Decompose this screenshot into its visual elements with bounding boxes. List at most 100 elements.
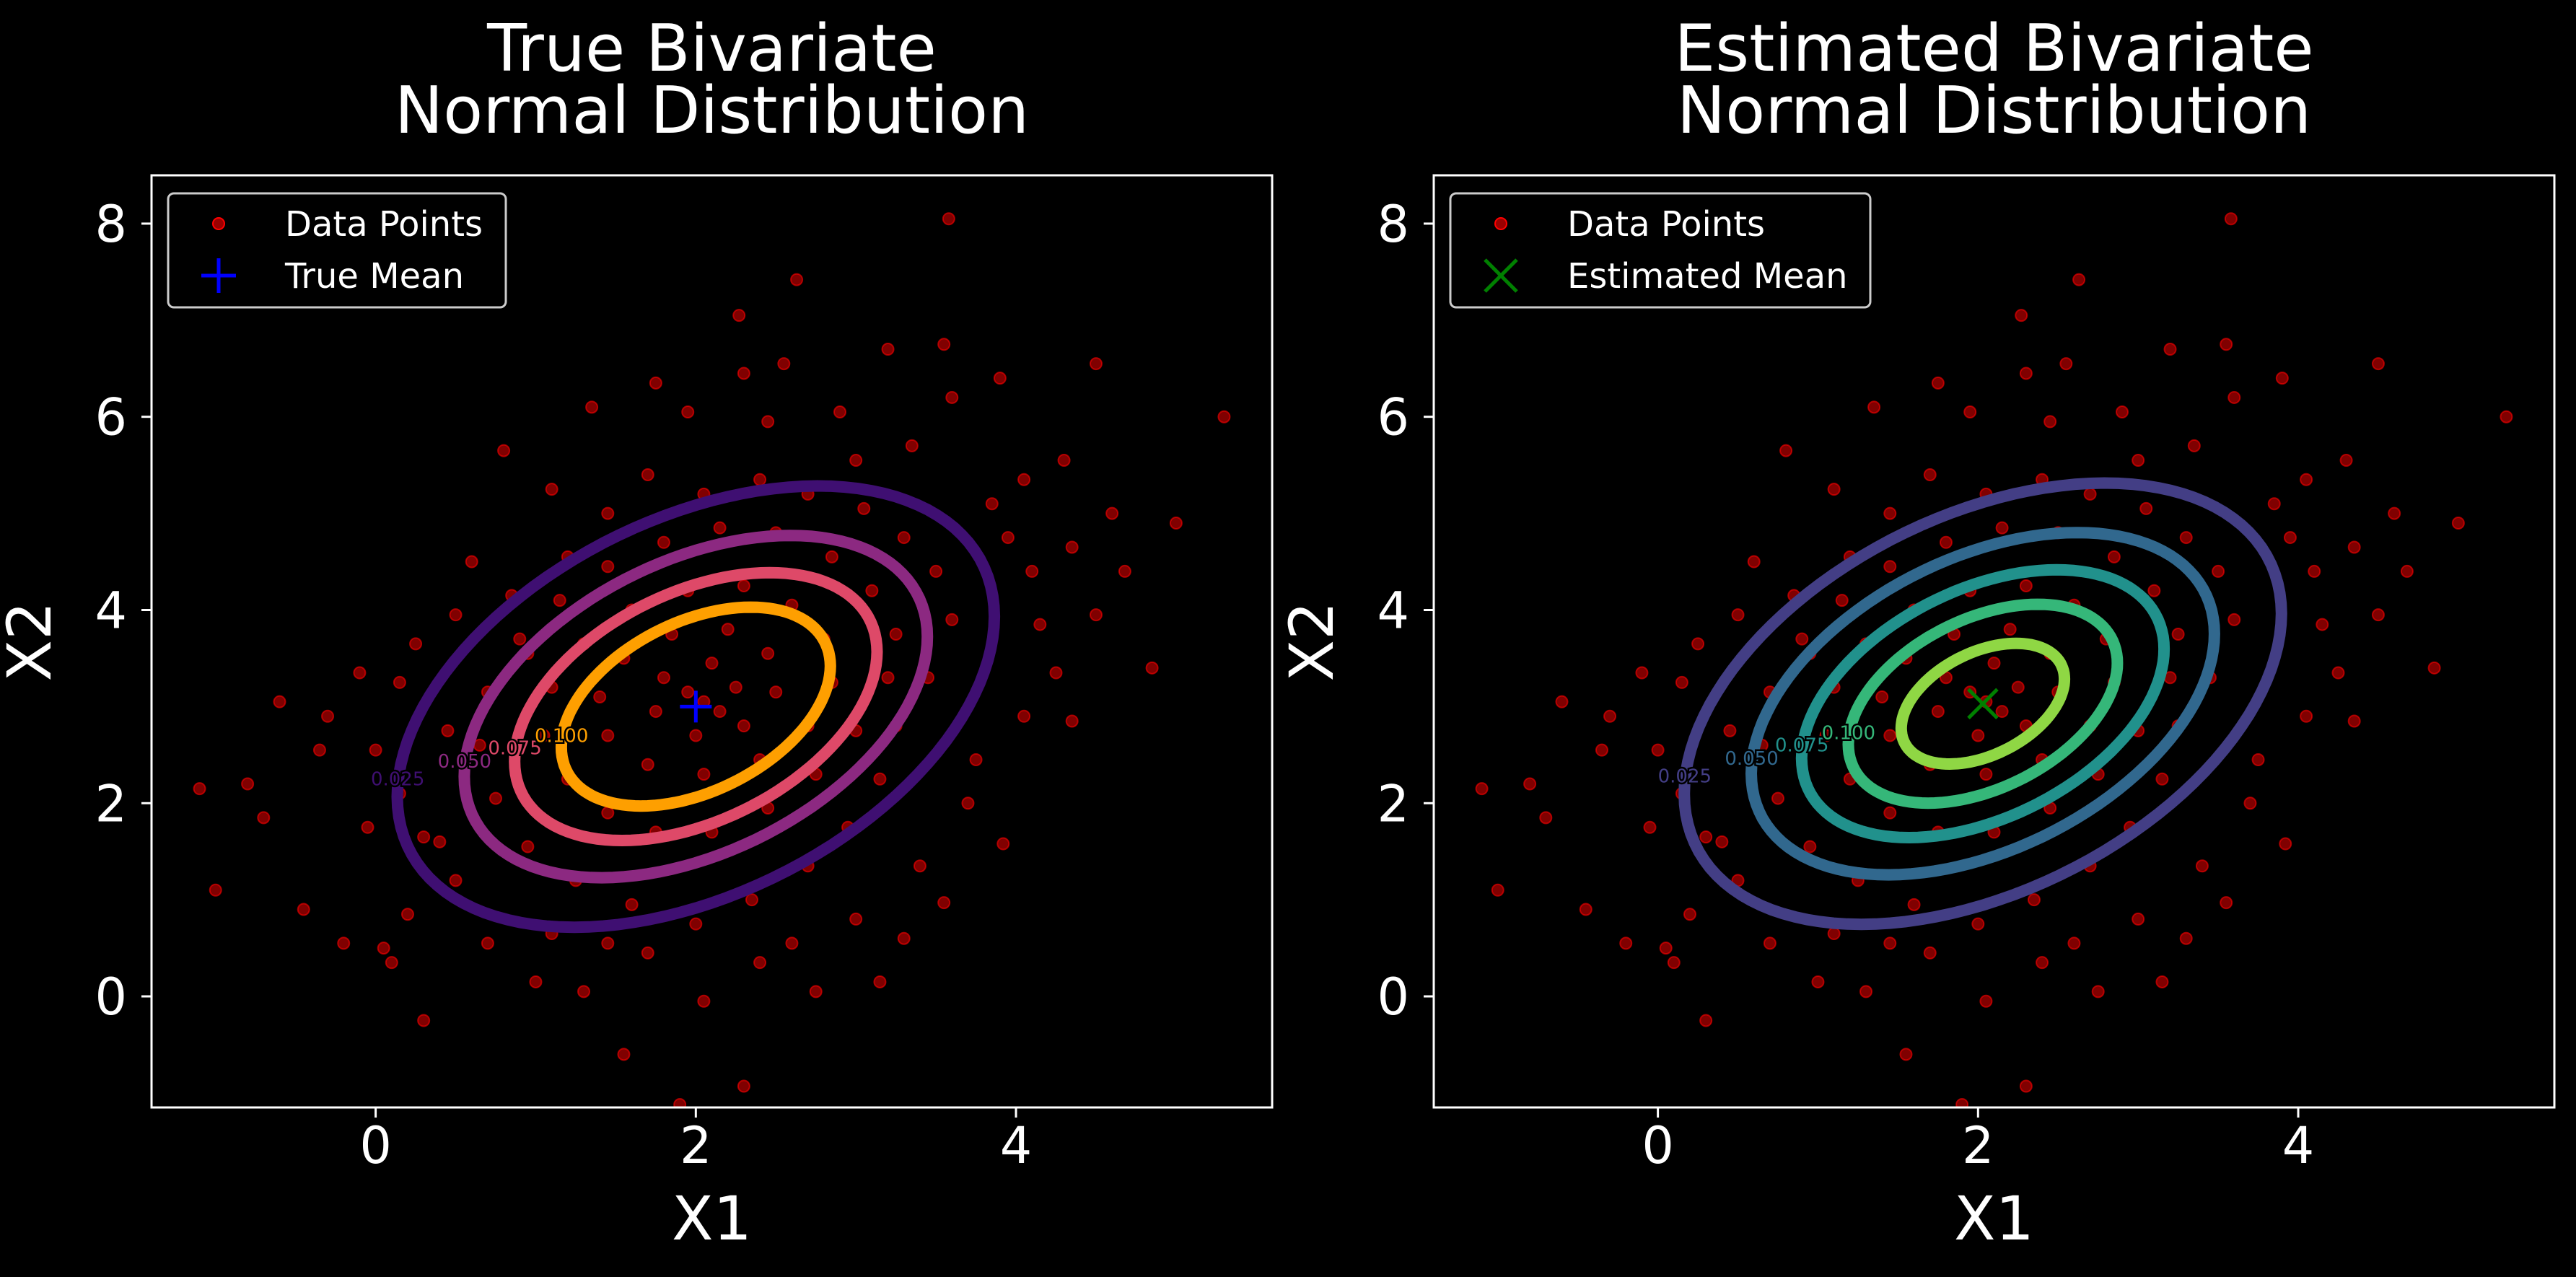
data-point bbox=[873, 975, 887, 988]
data-point bbox=[833, 405, 846, 419]
data-point bbox=[1579, 903, 1593, 916]
data-point bbox=[849, 912, 863, 926]
legend: Data Points True Mean bbox=[167, 192, 507, 309]
contour-label: 0.075 bbox=[488, 738, 541, 760]
data-point bbox=[377, 942, 390, 955]
data-point bbox=[312, 743, 326, 757]
data-point bbox=[577, 985, 591, 999]
data-point bbox=[2300, 709, 2313, 723]
legend-label: True Mean bbox=[284, 256, 464, 297]
data-point bbox=[625, 898, 639, 911]
y-tick-label: 8 bbox=[95, 195, 127, 254]
data-point bbox=[1217, 410, 1231, 424]
contour-line bbox=[1895, 637, 2071, 771]
data-point bbox=[2283, 531, 2297, 545]
data-point bbox=[369, 743, 382, 757]
data-point bbox=[1057, 453, 1071, 467]
data-point bbox=[1667, 956, 1681, 970]
y-tick-label: 6 bbox=[95, 388, 127, 447]
data-point bbox=[1118, 564, 1131, 578]
data-point bbox=[1619, 936, 1633, 950]
data-point bbox=[1699, 830, 1713, 844]
contour-line bbox=[1678, 477, 2287, 931]
legend-label: Data Points bbox=[1567, 204, 1765, 245]
data-point bbox=[1779, 444, 1793, 457]
data-point bbox=[1065, 714, 1079, 728]
data-point bbox=[2187, 439, 2201, 452]
data-point bbox=[1675, 675, 1688, 689]
data-point bbox=[449, 874, 463, 887]
data-point bbox=[2067, 936, 2081, 950]
data-point bbox=[1723, 724, 1737, 737]
data-point bbox=[1795, 632, 1809, 646]
data-point bbox=[649, 376, 662, 390]
data-point bbox=[881, 342, 895, 356]
data-point bbox=[1827, 927, 1841, 941]
data-point bbox=[1595, 743, 1608, 757]
data-point bbox=[937, 896, 951, 910]
data-point bbox=[409, 637, 423, 651]
legend-marker-data-points bbox=[212, 217, 225, 230]
contour-label: 0.075 bbox=[1775, 735, 1828, 757]
legend-box bbox=[1449, 192, 1872, 309]
data-point bbox=[1939, 535, 1953, 549]
data-point bbox=[1987, 657, 2001, 670]
data-point bbox=[1971, 917, 1985, 931]
data-point bbox=[489, 791, 502, 805]
x-axis-label: X1 bbox=[1954, 1183, 2034, 1254]
data-point bbox=[1001, 531, 1015, 545]
data-point bbox=[913, 859, 926, 873]
data-point bbox=[761, 646, 775, 660]
data-point bbox=[1025, 564, 1039, 578]
data-point bbox=[2224, 212, 2238, 226]
data-point bbox=[1995, 521, 2009, 535]
data-point bbox=[785, 936, 799, 950]
data-point bbox=[400, 908, 414, 921]
x-tick-label: 0 bbox=[359, 1116, 392, 1175]
data-point bbox=[2155, 975, 2169, 988]
data-point bbox=[809, 985, 823, 999]
data-point bbox=[641, 946, 654, 960]
data-point bbox=[681, 405, 695, 419]
data-point bbox=[465, 555, 478, 569]
y-tick-label: 4 bbox=[1377, 581, 1409, 640]
data-point bbox=[1523, 777, 1537, 791]
data-point bbox=[2220, 896, 2233, 910]
data-point bbox=[2279, 837, 2292, 851]
data-point bbox=[945, 613, 959, 626]
data-point bbox=[1555, 695, 1569, 708]
data-point bbox=[657, 671, 670, 685]
data-point bbox=[1867, 400, 1881, 414]
data-point bbox=[1651, 743, 1665, 757]
data-point bbox=[1683, 908, 1696, 921]
data-point bbox=[257, 811, 271, 825]
chart-title: Normal Distribution bbox=[395, 73, 1029, 149]
data-point bbox=[1827, 483, 1841, 496]
data-point bbox=[697, 768, 711, 781]
y-tick-label: 2 bbox=[1377, 774, 1409, 833]
data-point bbox=[1819, 729, 1833, 742]
data-point bbox=[865, 584, 879, 597]
data-point bbox=[2371, 608, 2385, 622]
contour-label: 0.100 bbox=[535, 725, 588, 747]
data-point bbox=[321, 709, 335, 723]
data-point bbox=[2043, 415, 2057, 429]
data-point bbox=[2500, 410, 2513, 424]
data-point bbox=[209, 883, 222, 897]
data-point bbox=[1835, 594, 1849, 607]
data-point bbox=[449, 608, 463, 622]
data-point bbox=[497, 444, 511, 457]
data-point bbox=[761, 415, 775, 429]
legend-label: Data Points bbox=[285, 204, 483, 245]
data-point bbox=[1691, 637, 1705, 651]
contour-line bbox=[391, 480, 1001, 934]
data-point bbox=[1859, 985, 1873, 999]
x-tick-label: 4 bbox=[2282, 1116, 2315, 1175]
data-point bbox=[2072, 273, 2086, 286]
data-point bbox=[1089, 357, 1103, 371]
data-point bbox=[969, 753, 983, 767]
data-point bbox=[2347, 714, 2361, 728]
